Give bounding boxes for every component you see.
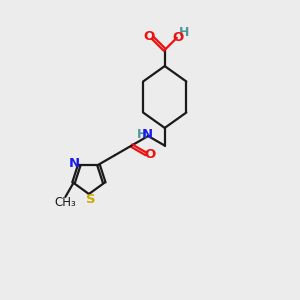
Text: CH₃: CH₃ bbox=[54, 196, 76, 209]
Text: O: O bbox=[143, 30, 154, 43]
Text: H: H bbox=[179, 26, 189, 39]
Text: O: O bbox=[145, 148, 156, 160]
Text: O: O bbox=[172, 31, 184, 44]
Text: H: H bbox=[136, 128, 147, 141]
Text: N: N bbox=[142, 128, 153, 141]
Text: S: S bbox=[85, 193, 95, 206]
Text: N: N bbox=[68, 157, 80, 170]
